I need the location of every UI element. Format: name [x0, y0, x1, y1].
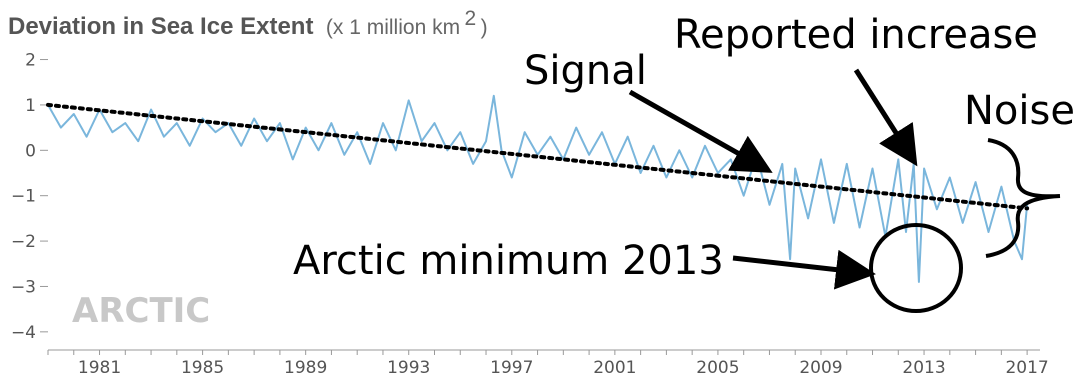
noise-brace: [985, 138, 1061, 258]
annotation-noise: Noise: [964, 88, 1075, 134]
chart-units: (x 1 million km: [326, 16, 460, 39]
x-tick-label: 2005: [696, 358, 739, 378]
y-tick-label: −4: [11, 323, 36, 343]
annotation-arctic-minimum: Arctic minimum 2013: [293, 238, 724, 284]
y-tick-label: −3: [11, 277, 36, 297]
arrow-reported-increase: [853, 68, 918, 167]
x-tick-label: 1981: [78, 358, 121, 378]
y-tick-label: −2: [11, 232, 36, 252]
x-tick-label: 2001: [593, 358, 636, 378]
deviation-series-line: [47, 94, 1029, 283]
chart-units-sup: 2: [465, 7, 477, 30]
minimum-circle: [869, 223, 963, 313]
annotation-reported-increase: Reported increase: [674, 12, 1038, 58]
x-tick-label: 2009: [799, 358, 842, 378]
y-tick-label: 2: [25, 51, 36, 71]
x-tick-label: 1993: [387, 358, 430, 378]
y-tick-label: 0: [25, 141, 36, 161]
x-tick-label: 2017: [1005, 358, 1048, 378]
y-tick-label: −1: [11, 187, 36, 207]
annotation-signal: Signal: [524, 48, 647, 94]
arctic-watermark: ARCTIC: [72, 291, 210, 331]
x-tick-label: 1985: [181, 358, 224, 378]
x-tick-label: 2013: [902, 358, 945, 378]
annotations: Signal Reported increase Noise Arctic mi…: [293, 12, 1075, 313]
y-axis: 2 1 0 −1 −2 −3 −4: [11, 51, 48, 343]
x-axis: 1981 1985 1989 1993 1997 2001 2005 2009 2013 2017: [47, 349, 1049, 378]
trend-line: [46, 102, 1030, 211]
chart-title: Deviation in Sea Ice Extent: [8, 13, 313, 40]
x-tick-label: 1989: [284, 358, 327, 378]
chart-units-close: ): [481, 16, 488, 39]
y-tick-label: 1: [25, 96, 36, 116]
arrow-arctic-minimum: [732, 249, 876, 290]
x-tick-label: 1997: [490, 358, 533, 378]
series-layer: [46, 94, 1030, 283]
arrow-signal: [628, 89, 773, 173]
chart-title-line: Deviation in Sea Ice Extent (x 1 million…: [8, 7, 488, 40]
